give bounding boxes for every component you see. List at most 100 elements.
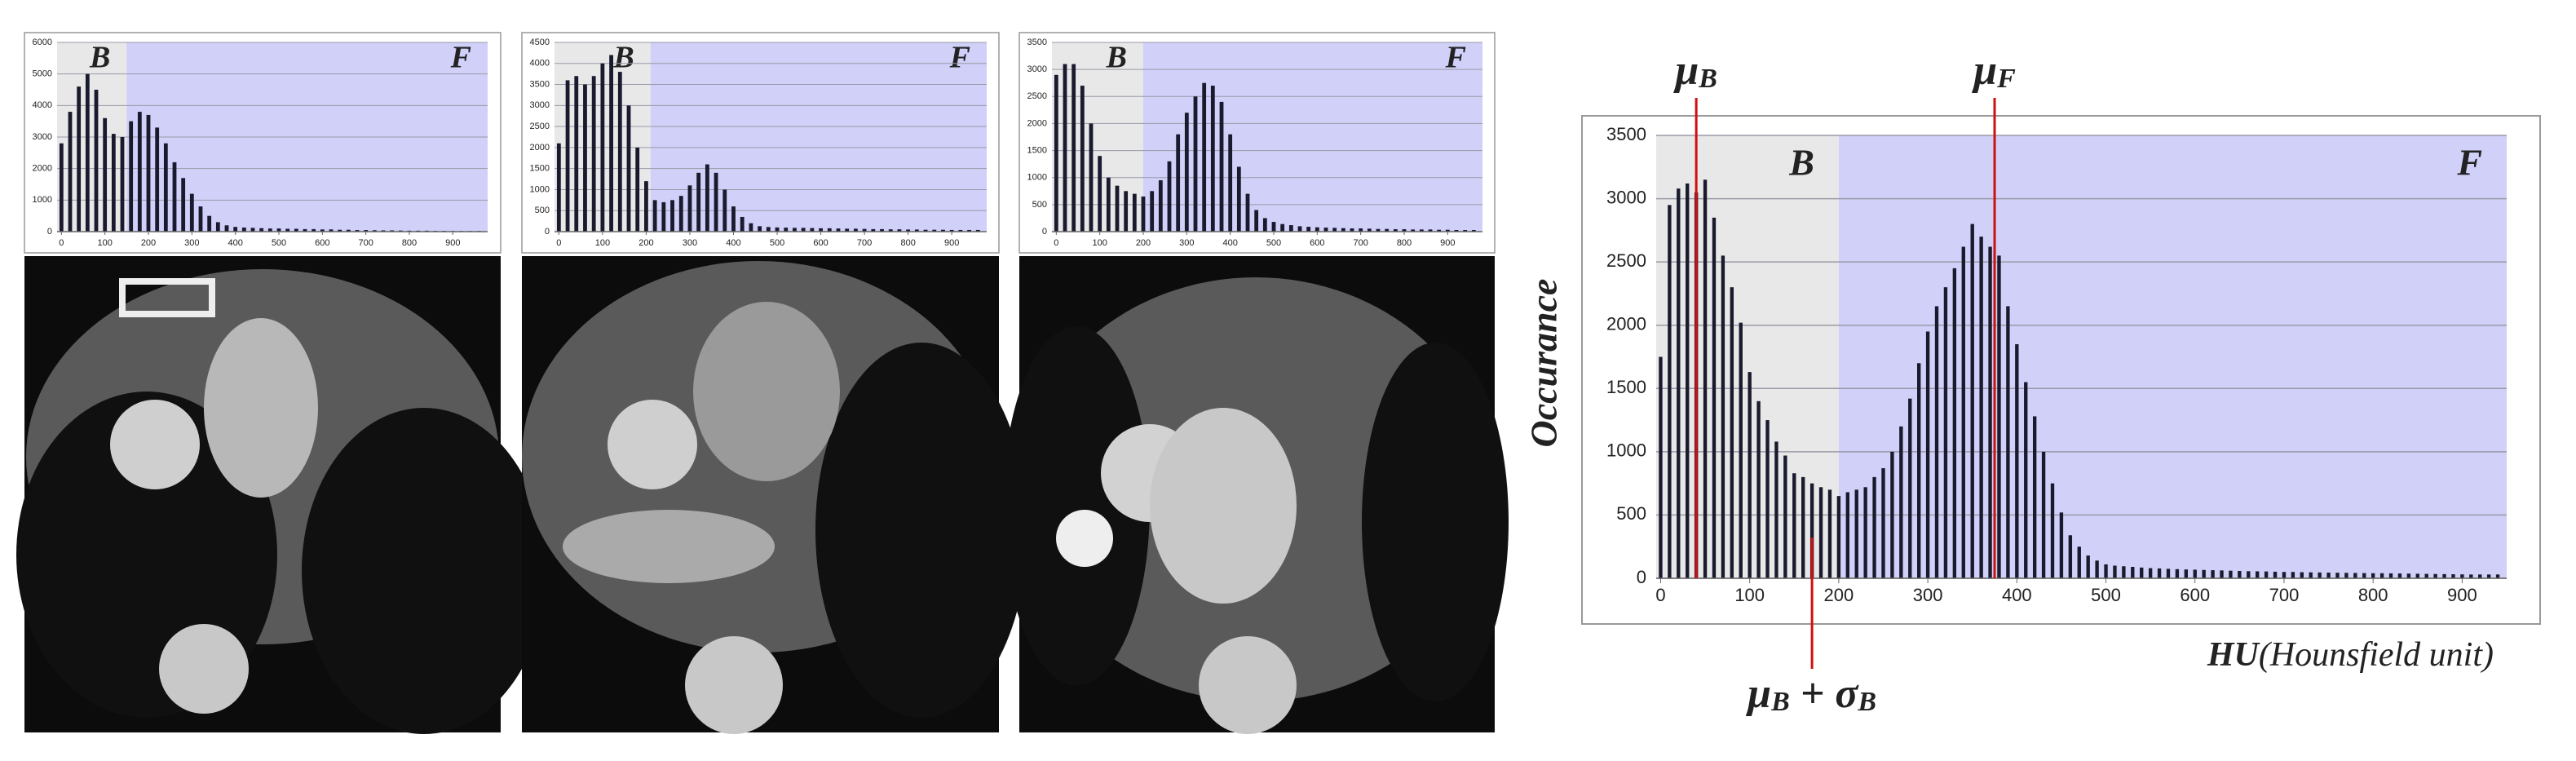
bar <box>565 80 570 232</box>
bar <box>155 127 160 232</box>
bar <box>975 229 980 232</box>
bar <box>1979 237 1983 578</box>
bar <box>85 73 90 232</box>
bar <box>1668 205 1672 579</box>
annotation: μB + σB <box>1745 670 1876 717</box>
region <box>650 42 987 232</box>
y-tick-label: 2500 <box>1606 250 1646 271</box>
bar <box>2486 574 2491 578</box>
x-tick-label: 900 <box>944 238 959 248</box>
bar <box>583 84 587 232</box>
bar <box>2460 574 2464 578</box>
bar <box>1988 246 1992 578</box>
y-tick-label: 500 <box>535 206 550 215</box>
bar <box>276 228 281 232</box>
bar <box>2335 573 2340 578</box>
bar <box>661 201 666 232</box>
bar <box>2238 571 2242 578</box>
bar <box>1280 223 1285 232</box>
region <box>1052 42 1143 232</box>
y-axis-label: Occurance <box>1523 279 1565 448</box>
bar <box>215 222 220 232</box>
bar <box>303 228 307 232</box>
bar <box>1774 441 1778 578</box>
bar <box>1818 487 1823 578</box>
bar <box>687 185 692 232</box>
y-tick-label: 3500 <box>530 79 550 89</box>
bar <box>1376 228 1381 232</box>
x-tick-label: 500 <box>770 238 784 248</box>
bar <box>2388 573 2393 578</box>
bar <box>1881 468 1885 578</box>
bar <box>758 226 762 232</box>
y-tick-label: 2500 <box>530 122 550 131</box>
bar <box>1350 228 1354 232</box>
bar <box>1402 229 1407 232</box>
bar <box>2006 306 2010 578</box>
bar <box>390 230 395 232</box>
annotation: μB <box>1672 47 1717 94</box>
bar <box>1323 228 1328 232</box>
x-tick-label: 300 <box>184 238 199 248</box>
x-tick-label: 0 <box>1655 585 1665 605</box>
bar <box>2264 571 2269 578</box>
annotation: μF <box>1971 47 2016 94</box>
bar <box>1961 246 1965 578</box>
bar <box>129 121 134 232</box>
y-tick-label: 1500 <box>530 164 550 174</box>
bar <box>364 230 369 232</box>
annotation-subscript: B <box>1698 64 1717 94</box>
y-tick-label: 3000 <box>1606 187 1646 207</box>
bar <box>1686 183 1690 578</box>
bar <box>181 178 186 232</box>
x-tick-label: 400 <box>2002 585 2032 605</box>
bar <box>2229 570 2233 578</box>
bar <box>2202 569 2206 578</box>
bar <box>1132 193 1137 232</box>
x-tick-label: 300 <box>683 238 697 248</box>
bar <box>2220 570 2224 578</box>
bar <box>1176 134 1181 232</box>
bar <box>250 228 255 232</box>
bar <box>1054 74 1058 232</box>
bar <box>1098 156 1102 232</box>
bar <box>1210 86 1215 232</box>
bar <box>198 206 203 232</box>
bar <box>2166 569 2171 578</box>
bar <box>810 228 815 232</box>
ct-image-2 <box>522 256 1027 734</box>
bar <box>1385 228 1390 232</box>
region-label: B <box>612 41 634 75</box>
bar <box>172 161 177 232</box>
x-tick-label: 700 <box>1353 238 1368 248</box>
annotation-symbol: μ <box>1971 47 1997 94</box>
bar <box>2326 573 2331 578</box>
bar <box>766 227 771 232</box>
bar <box>381 230 386 232</box>
bar <box>320 229 325 232</box>
y-tick-label: 3000 <box>1027 64 1047 74</box>
y-tick-label: 6000 <box>33 38 52 47</box>
bar <box>862 228 867 232</box>
x-tick-label: 400 <box>228 238 242 248</box>
x-tick-label: 800 <box>1397 238 1412 248</box>
x-tick-label: 600 <box>315 238 329 248</box>
region <box>1838 135 2507 578</box>
bar <box>1236 166 1241 232</box>
bar <box>609 55 614 232</box>
bar <box>591 76 596 232</box>
bar <box>1854 489 1858 578</box>
bar <box>2424 573 2428 578</box>
bar <box>1677 188 1681 578</box>
bar <box>1080 86 1085 232</box>
bar <box>2478 574 2482 578</box>
bar <box>1288 225 1293 232</box>
bar <box>2104 564 2108 578</box>
bar <box>2451 574 2455 578</box>
x-tick-label: 500 <box>1266 238 1281 248</box>
x-axis-label: HU(Hounsfield unit) <box>2207 636 2494 674</box>
x-axis-label-text: (Hounsfield unit) <box>2259 636 2494 674</box>
bar <box>1836 496 1841 578</box>
x-tick-label: 100 <box>1734 585 1765 605</box>
bar <box>2032 416 2037 578</box>
